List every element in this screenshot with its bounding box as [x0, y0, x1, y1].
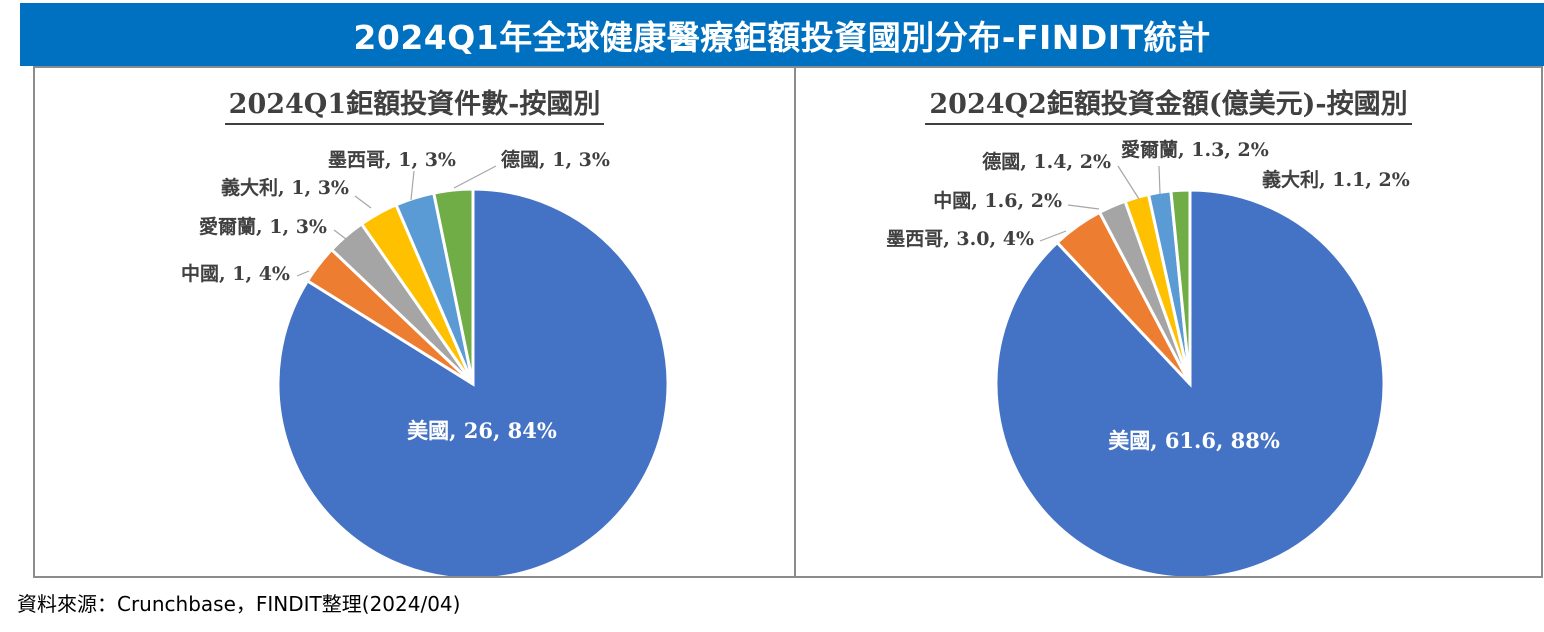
- pie-chart-count: 美國, 26, 84% 中國, 1, 4% 愛爾蘭, 1, 3% 義大利, 1, 3%…: [181, 148, 670, 576]
- leader-line-德國: [1117, 165, 1140, 200]
- chart-title-amount: 2024Q2鉅額投資金額(億美元)-按國別: [925, 82, 1412, 125]
- data-label-義大利: 義大利, 1.1, 2%: [1262, 168, 1410, 191]
- page-title: 2024Q1年全球健康醫療鉅額投資國別分布-FINDIT統計: [20, 3, 1544, 66]
- pie-slice-美國: [276, 187, 670, 576]
- leader-line-愛爾蘭: [333, 229, 347, 240]
- data-label-愛爾蘭: 愛爾蘭, 1, 3%: [199, 216, 327, 238]
- data-label-墨西哥: 墨西哥, 1, 3%: [328, 149, 456, 171]
- data-label-美國: 美國, 61.6, 88%: [1108, 428, 1280, 453]
- pie-chart-amount: 美國, 61.6, 88% 墨西哥, 3.0, 4% 中國, 1.6, 2% 德國, …: [886, 139, 1410, 576]
- source-note: 資料來源：Crunchbase，FINDIT整理(2024/04): [17, 592, 461, 616]
- leader-line-中國: [1067, 204, 1100, 210]
- leader-line-義大利: [354, 195, 372, 209]
- data-label-德國: 德國, 1, 3%: [501, 148, 610, 171]
- leader-line-墨西哥: [410, 170, 415, 201]
- data-label-愛爾蘭: 愛爾蘭, 1.3, 2%: [1121, 139, 1269, 161]
- data-label-中國: 中國, 1.6, 2%: [933, 189, 1062, 212]
- data-label-美國: 美國, 26, 84%: [407, 418, 557, 443]
- chart-panel-count: 2024Q1鉅額投資件數-按國別 美國, 26, 84% 中國, 1, 4% 愛爾蘭…: [33, 66, 796, 578]
- data-label-中國: 中國, 1, 4%: [181, 262, 290, 285]
- chart-panel-amount: 2024Q2鉅額投資金額(億美元)-按國別 美國, 61.6, 88% 墨西哥, …: [794, 66, 1543, 578]
- leader-line-墨西哥: [1039, 230, 1067, 242]
- data-label-德國: 德國, 1.4, 2%: [982, 150, 1111, 173]
- pie-slice-美國: [994, 188, 1386, 576]
- data-label-義大利: 義大利, 1, 3%: [221, 176, 349, 199]
- chart-title-count: 2024Q1鉅額投資件數-按國別: [224, 82, 605, 125]
- data-label-墨西哥: 墨西哥, 3.0, 4%: [886, 228, 1034, 250]
- leader-line-愛爾蘭: [1158, 165, 1161, 195]
- pie-slice-德國: [431, 187, 475, 385]
- pie-slice-義大利: [1169, 188, 1192, 385]
- leader-line-中國: [296, 270, 310, 277]
- leader-line-德國: [453, 165, 497, 189]
